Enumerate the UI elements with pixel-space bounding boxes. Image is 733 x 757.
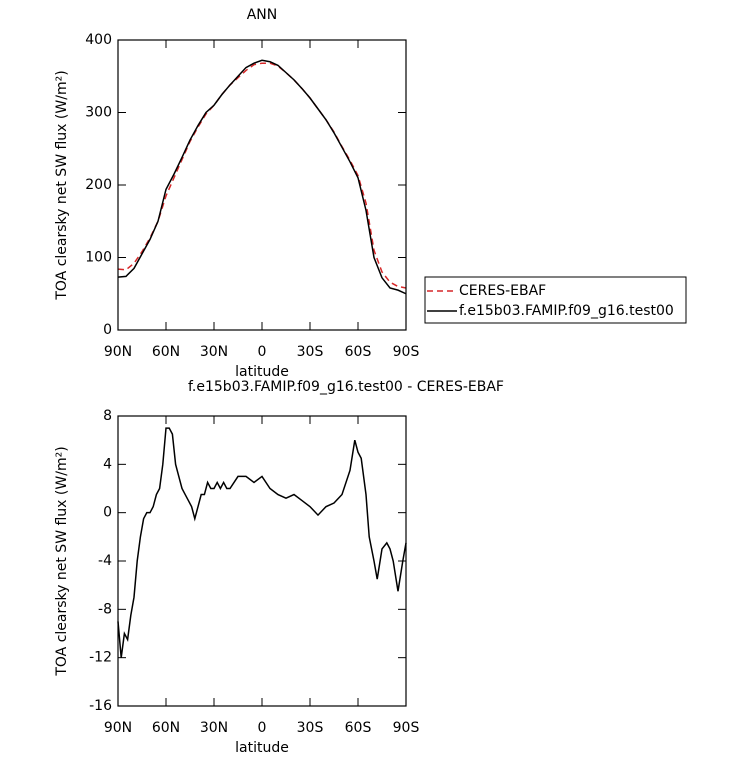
y-tick-label: 400 (85, 32, 112, 48)
y-tick-label: 0 (103, 505, 112, 521)
x-tick-label: 90N (104, 720, 132, 736)
x-tick-label: 90S (393, 344, 420, 360)
x-tick-label: 90S (393, 720, 420, 736)
y-axis-label: TOA clearsky net SW flux (W/m²) (54, 446, 70, 676)
chart-title: f.e15b03.FAMIP.f09_g16.test00 - CERES-EB… (188, 379, 504, 395)
x-tick-label: 0 (258, 344, 267, 360)
x-tick-label: 60N (152, 344, 180, 360)
y-tick-label: 8 (103, 408, 112, 424)
x-axis-label: latitude (235, 740, 289, 756)
data-line (117, 427, 407, 658)
x-tick-label: 30N (200, 344, 228, 360)
legend-box (424, 276, 687, 324)
plot-frame (117, 415, 407, 707)
x-tick-label: 30S (297, 720, 324, 736)
y-tick-label: 300 (85, 105, 112, 121)
y-tick-label: 200 (85, 177, 112, 193)
x-tick-label: 90N (104, 344, 132, 360)
y-axis-label: TOA clearsky net SW flux (W/m²) (54, 70, 70, 300)
legend-label: CERES-EBAF (459, 283, 546, 299)
data-line (117, 62, 407, 289)
x-tick-label: 60S (345, 344, 372, 360)
x-axis-label: latitude (235, 364, 289, 380)
y-tick-label: -12 (89, 650, 112, 666)
x-tick-label: 30S (297, 344, 324, 360)
x-tick-label: 30N (200, 720, 228, 736)
plot-frame (117, 39, 407, 331)
legend-label: f.e15b03.FAMIP.f09_g16.test00 (459, 303, 674, 319)
x-tick-label: 60S (345, 720, 372, 736)
y-tick-label: -8 (98, 601, 112, 617)
x-tick-label: 0 (258, 720, 267, 736)
x-tick-label: 60N (152, 720, 180, 736)
y-tick-label: 0 (103, 322, 112, 338)
y-tick-label: 4 (103, 456, 112, 472)
y-tick-label: -4 (98, 553, 112, 569)
data-line (117, 59, 407, 295)
y-tick-label: 100 (85, 250, 112, 266)
chart-title: ANN (247, 7, 278, 23)
y-tick-label: -16 (89, 698, 112, 714)
